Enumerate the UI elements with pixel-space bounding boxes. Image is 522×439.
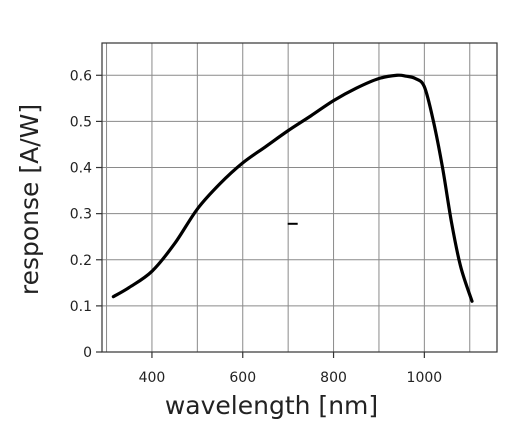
plot-frame (101, 42, 498, 353)
x-tick-label: 400 (139, 370, 166, 386)
y-tick-label: 0 (83, 345, 92, 361)
y-axis-label: response [A/W] (15, 104, 44, 295)
x-tick-label: 600 (229, 370, 256, 386)
y-tick-label: 0.2 (70, 253, 92, 269)
x-tick-label: 800 (320, 370, 347, 386)
y-tick-label: 0.4 (70, 161, 92, 177)
response-curve (111, 73, 474, 303)
x-tick-label: 1000 (407, 370, 443, 386)
y-tick-label: 0.1 (70, 299, 92, 315)
series-layer (111, 73, 474, 303)
y-tick-label: 0.3 (70, 207, 92, 223)
grid-layer (102, 43, 497, 352)
tick-layer: 400 600 800 1000 0 0.1 0.2 0.3 0.4 0.5 0.6 (70, 68, 442, 386)
y-tick-label: 0.5 (70, 114, 92, 130)
x-axis-label: wavelength [nm] (165, 391, 378, 420)
y-tick-label: 0.6 (70, 68, 92, 84)
